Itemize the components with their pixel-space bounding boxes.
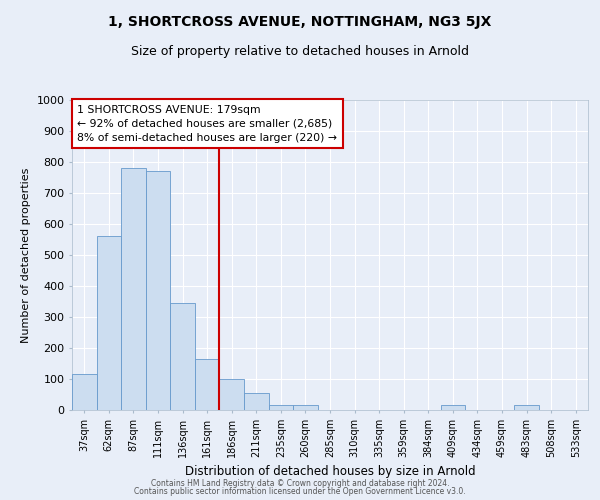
Y-axis label: Number of detached properties: Number of detached properties xyxy=(21,168,31,342)
Bar xyxy=(72,374,97,410)
Bar xyxy=(244,393,269,410)
Bar xyxy=(195,359,220,410)
Text: Size of property relative to detached houses in Arnold: Size of property relative to detached ho… xyxy=(131,45,469,58)
Bar xyxy=(514,406,539,410)
Bar xyxy=(220,379,244,410)
Text: 1, SHORTCROSS AVENUE, NOTTINGHAM, NG3 5JX: 1, SHORTCROSS AVENUE, NOTTINGHAM, NG3 5J… xyxy=(109,15,491,29)
Bar xyxy=(440,406,465,410)
Bar xyxy=(97,236,121,410)
Text: 1 SHORTCROSS AVENUE: 179sqm
← 92% of detached houses are smaller (2,685)
8% of s: 1 SHORTCROSS AVENUE: 179sqm ← 92% of det… xyxy=(77,104,337,142)
Bar xyxy=(293,406,318,410)
Bar xyxy=(170,303,195,410)
Bar xyxy=(146,172,170,410)
Bar xyxy=(121,168,146,410)
Text: Contains public sector information licensed under the Open Government Licence v3: Contains public sector information licen… xyxy=(134,487,466,496)
Bar xyxy=(269,406,293,410)
X-axis label: Distribution of detached houses by size in Arnold: Distribution of detached houses by size … xyxy=(185,466,475,478)
Text: Contains HM Land Registry data © Crown copyright and database right 2024.: Contains HM Land Registry data © Crown c… xyxy=(151,478,449,488)
